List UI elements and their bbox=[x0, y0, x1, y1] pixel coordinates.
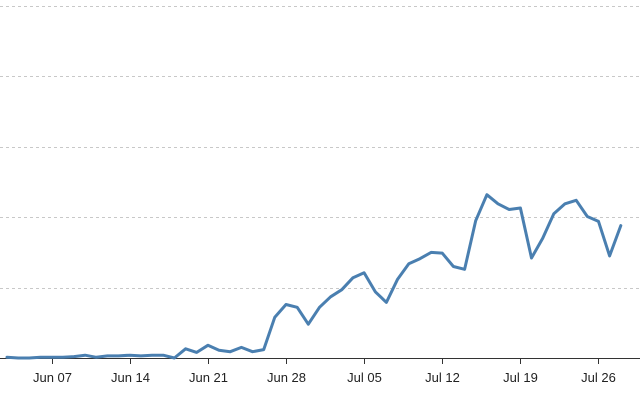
x-tick-label: Jul 12 bbox=[425, 370, 460, 385]
x-tick-label: Jun 07 bbox=[33, 370, 72, 385]
x-tick-label: Jun 28 bbox=[267, 370, 306, 385]
x-tick-label: Jul 05 bbox=[347, 370, 382, 385]
series-line bbox=[5, 193, 623, 360]
x-tick-label: Jul 19 bbox=[503, 370, 538, 385]
x-axis-ticks: Jun 07 Jun 14 Jun 21 Jun 28 Jul 05 Jul 12 Jul … bbox=[33, 358, 616, 385]
x-tick-label: Jun 21 bbox=[189, 370, 228, 385]
gridlines bbox=[0, 6, 640, 289]
x-tick-label: Jun 14 bbox=[111, 370, 150, 385]
x-tick-label: Jul 26 bbox=[581, 370, 616, 385]
